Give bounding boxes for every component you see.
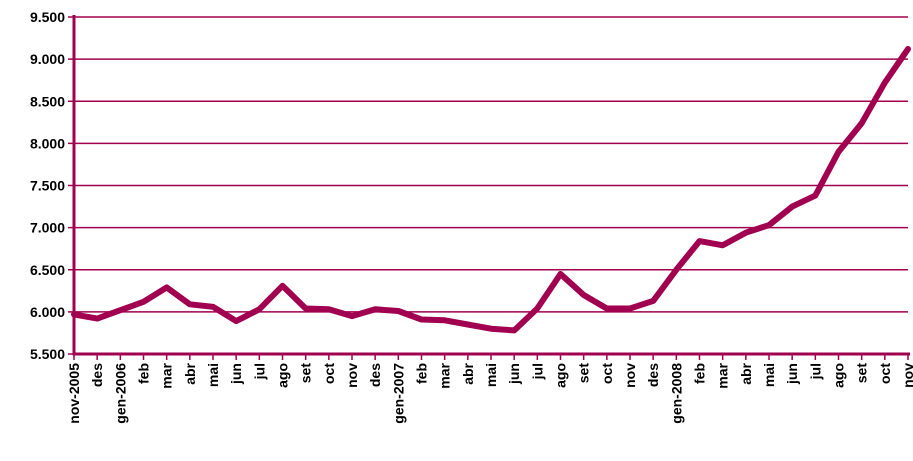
data-point [720, 242, 726, 248]
data-point [395, 308, 401, 314]
x-tick-label: jul [807, 363, 823, 380]
x-tick-label: mar [715, 362, 731, 388]
x-tick-label: abr [182, 362, 198, 384]
y-axis-tick-labels: 5.500 6.000 6.500 7.000 7.500 8.000 8.500 9.000… [30, 9, 65, 362]
x-tick-label: set [854, 363, 870, 384]
data-point [187, 301, 193, 307]
data-point [372, 306, 378, 312]
y-tick-label: 6.000 [30, 304, 65, 320]
y-tick-label: 6.500 [30, 262, 65, 278]
data-point [558, 271, 563, 277]
x-tick-label: gen-2007 [390, 363, 406, 424]
data-point [743, 230, 749, 236]
data-point [233, 318, 239, 324]
data-point [465, 322, 471, 328]
x-tick-label: mar [159, 362, 175, 388]
x-tick-label: ago [553, 363, 569, 388]
data-point [419, 316, 424, 322]
x-tick-label: nov [900, 363, 913, 388]
x-tick-label: des [367, 363, 383, 387]
data-point [326, 306, 332, 312]
axes [72, 15, 910, 360]
data-point [812, 193, 818, 199]
data-point [442, 317, 448, 323]
data-point [141, 299, 146, 305]
x-tick-label: des [645, 363, 661, 387]
data-point [882, 80, 888, 86]
data-point [789, 204, 795, 210]
x-tick-label: oct [877, 363, 893, 384]
x-tick-label: ago [831, 363, 847, 388]
data-point [905, 46, 911, 52]
x-tick-label: ago [275, 363, 291, 388]
x-tick-label: gen-2008 [668, 363, 684, 424]
series-line [71, 46, 911, 334]
x-tick-label: feb [414, 363, 430, 384]
x-tick-label: mai [761, 363, 777, 387]
x-tick-label: abr [738, 362, 754, 384]
x-tick-label: jul [529, 363, 545, 380]
x-tick-label: feb [136, 363, 152, 384]
y-tick-label: 7.500 [30, 178, 65, 194]
x-tick-label: jun [784, 363, 800, 385]
data-point [697, 238, 702, 244]
x-tick-label: mar [437, 362, 453, 388]
data-point [117, 307, 123, 313]
x-tick-label: jun [228, 363, 244, 385]
data-point [534, 306, 540, 312]
data-point [210, 304, 216, 310]
x-tick-label: nov-2005 [66, 363, 82, 424]
x-tick-label: set [576, 363, 592, 384]
data-point [673, 267, 679, 273]
data-point [164, 284, 170, 290]
x-tick-label: nov [622, 363, 638, 388]
data-point [766, 222, 772, 228]
x-tick-label: abr [460, 362, 476, 384]
data-point [511, 327, 517, 333]
x-tick-label: set [298, 363, 314, 384]
x-tick-label: oct [321, 363, 337, 384]
y-tick-label: 8.500 [30, 93, 65, 109]
series-layer [71, 46, 911, 334]
data-point [650, 298, 656, 304]
x-axis-tick-labels: nov-2005 des gen-2006 feb mar abr mai jun jul ago… [66, 362, 913, 423]
data-point [94, 316, 100, 322]
x-tick-label: oct [599, 363, 615, 384]
x-tick-label: feb [692, 363, 708, 384]
x-tick-label: des [89, 363, 105, 387]
data-point [604, 306, 610, 312]
x-tick-label: jun [506, 363, 522, 385]
data-point [349, 313, 355, 319]
data-point [280, 283, 285, 289]
data-point [836, 149, 841, 155]
gridlines [68, 16, 908, 355]
x-tick-label: nov [344, 363, 360, 388]
data-point [488, 326, 494, 332]
y-tick-label: 5.500 [30, 346, 65, 362]
data-point [859, 120, 865, 126]
x-tick-label: mai [483, 363, 499, 387]
x-tick-label: jul [251, 363, 267, 380]
x-tick-label: mai [205, 363, 221, 387]
y-tick-label: 8.000 [30, 135, 65, 151]
data-point [71, 311, 77, 317]
data-point [256, 306, 262, 312]
y-tick-label: 9.500 [30, 9, 65, 25]
y-tick-label: 7.000 [30, 220, 65, 236]
y-tick-label: 9.000 [30, 51, 65, 67]
data-point [627, 306, 633, 312]
x-tick-label: gen-2006 [112, 363, 128, 424]
data-point [581, 292, 587, 298]
data-point [303, 306, 309, 312]
